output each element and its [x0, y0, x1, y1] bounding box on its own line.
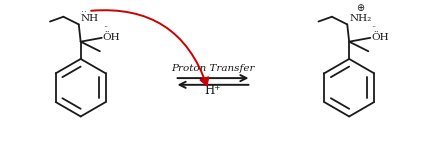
- Text: ⊕: ⊕: [357, 3, 365, 13]
- Text: ÖH: ÖH: [103, 33, 121, 42]
- Text: Proton Transfer: Proton Transfer: [171, 64, 255, 73]
- Text: ÖH: ÖH: [371, 33, 389, 42]
- Text: NH₂: NH₂: [349, 14, 371, 24]
- FancyArrowPatch shape: [91, 10, 208, 85]
- Text: ··: ··: [103, 23, 108, 32]
- Text: ··: ··: [81, 8, 86, 17]
- Text: NH: NH: [81, 14, 99, 24]
- Text: ··: ··: [371, 23, 377, 32]
- Text: H⁺: H⁺: [205, 84, 221, 97]
